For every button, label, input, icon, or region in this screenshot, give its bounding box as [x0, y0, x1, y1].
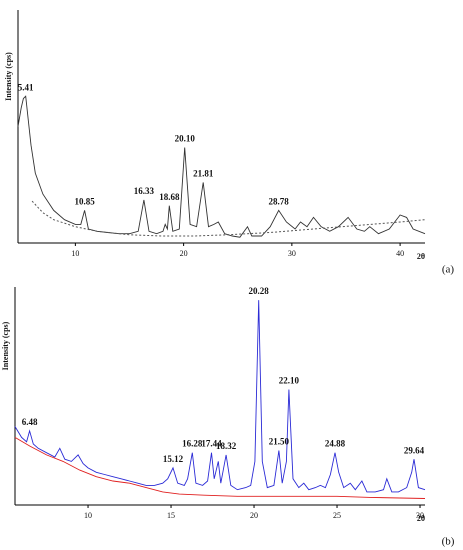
peak-label: 24.88 [325, 439, 346, 449]
peak-label: 17.44 [201, 439, 222, 449]
x-tick-label: 20 [250, 511, 258, 520]
x-tick-label: 25 [333, 511, 341, 520]
peak-label: 22.10 [279, 376, 300, 386]
panel-label: (b) [442, 536, 455, 548]
data-line [14, 300, 426, 493]
peak-label: 28.78 [269, 196, 290, 206]
peak-label: 10.85 [74, 196, 95, 206]
x-axis-label: 2θ [417, 252, 425, 261]
peak-label: 21.81 [193, 168, 214, 178]
peak-label: 16.33 [134, 186, 155, 196]
x-tick-label: 30 [416, 511, 424, 520]
peak-label: 20.28 [249, 286, 270, 296]
x-tick-label: 20 [180, 249, 188, 258]
peak-label: 18.32 [216, 441, 237, 451]
data-line [14, 437, 426, 499]
data-line [31, 200, 426, 237]
peak-label: 21.50 [269, 437, 290, 447]
peak-label: 20.10 [175, 134, 196, 144]
peak-label: 5.41 [18, 82, 34, 92]
peak-label: 18.68 [159, 192, 180, 202]
peak-label: 29.64 [404, 445, 425, 455]
peak-label: 15.12 [163, 454, 184, 464]
x-tick-label: 10 [71, 249, 79, 258]
panel-label: (a) [442, 264, 455, 276]
peak-label: 16.28 [182, 439, 203, 449]
data-line [17, 95, 426, 238]
x-tick-label: 30 [288, 249, 296, 258]
x-axis-label: 2θ [417, 514, 425, 523]
x-tick-label: 10 [84, 511, 92, 520]
x-tick-label: 15 [167, 511, 175, 520]
x-tick-label: 40 [396, 249, 404, 258]
y-axis-label: Intensity (cps) [1, 321, 10, 370]
peak-label: 6.48 [22, 417, 38, 427]
y-axis-label: Intensity (cps) [4, 52, 13, 101]
